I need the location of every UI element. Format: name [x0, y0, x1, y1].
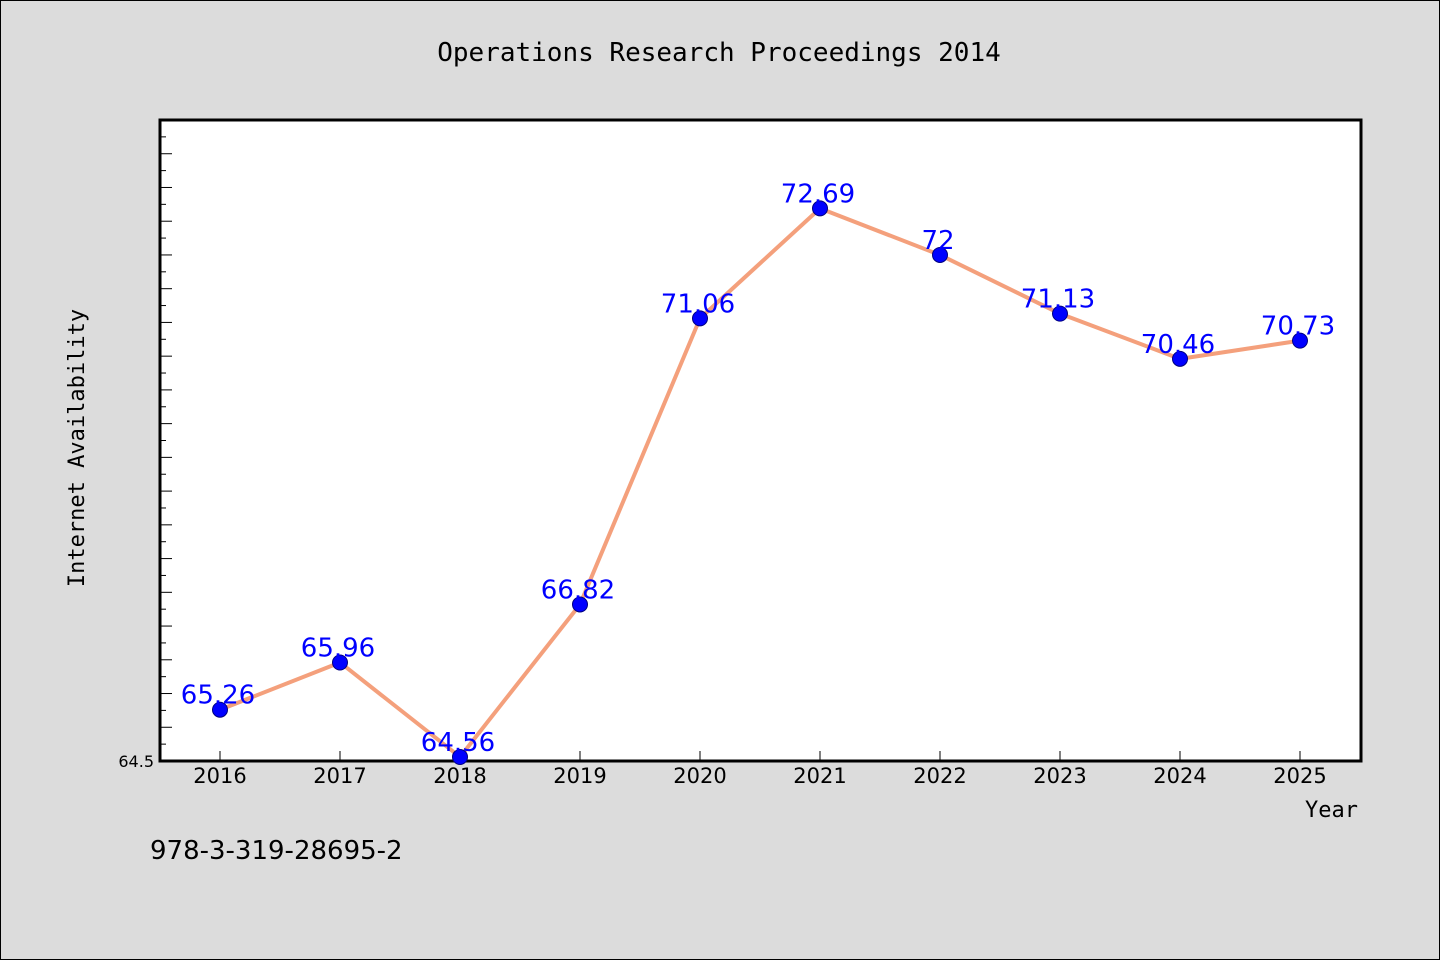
data-labels: 65.26 65.96 64.56 66.82 71.06 72.69 72 71.13 70.… [181, 179, 1335, 758]
x-tick-label: 2022 [913, 764, 966, 788]
data-point [1292, 332, 1308, 349]
x-axis-ticks: 2016 2017 2018 2019 2020 2021 2022 2023 2024 2025 [193, 751, 1327, 788]
data-label: 72 [921, 226, 954, 256]
data-label: 66.82 [541, 575, 615, 605]
x-tick-label: 2017 [313, 764, 366, 788]
x-tick-label: 2023 [1033, 764, 1086, 788]
x-tick-label: 2024 [1153, 764, 1206, 788]
data-label: 64.56 [421, 728, 495, 758]
x-tick-label: 2021 [793, 764, 846, 788]
data-point [332, 654, 348, 671]
data-point [452, 748, 468, 765]
data-point [692, 310, 708, 327]
x-tick-label: 2025 [1273, 764, 1326, 788]
data-point [1172, 350, 1188, 367]
data-label: 65.96 [301, 633, 375, 663]
data-label: 71.06 [661, 289, 735, 319]
x-tick-label: 2020 [673, 764, 726, 788]
y-axis-label: Internet Availability [65, 309, 90, 587]
isbn-footnote: 978-3-319-28695-2 [150, 836, 403, 866]
x-tick-label: 2019 [553, 764, 606, 788]
series-line [219, 206, 1301, 759]
x-axis-label: Year [1305, 798, 1358, 823]
data-label: 70.73 [1261, 312, 1335, 342]
x-tick-label: 2018 [433, 764, 486, 788]
data-label: 72.69 [781, 179, 855, 209]
data-point [812, 200, 828, 217]
chart-title: Operations Research Proceedings 2014 [437, 38, 1001, 68]
data-label: 71.13 [1021, 285, 1095, 315]
series-markers [212, 200, 1308, 765]
data-label: 65.26 [181, 681, 255, 711]
data-point [932, 246, 948, 263]
data-point [1052, 305, 1068, 322]
data-point [212, 701, 228, 718]
data-label: 70.46 [1141, 330, 1215, 360]
x-tick-label: 2016 [193, 764, 246, 788]
y-axis-ticks: 64.5 [118, 119, 172, 771]
y-tick-label: 64.5 [118, 752, 154, 771]
plot-area [158, 118, 1363, 763]
data-point [572, 596, 588, 613]
